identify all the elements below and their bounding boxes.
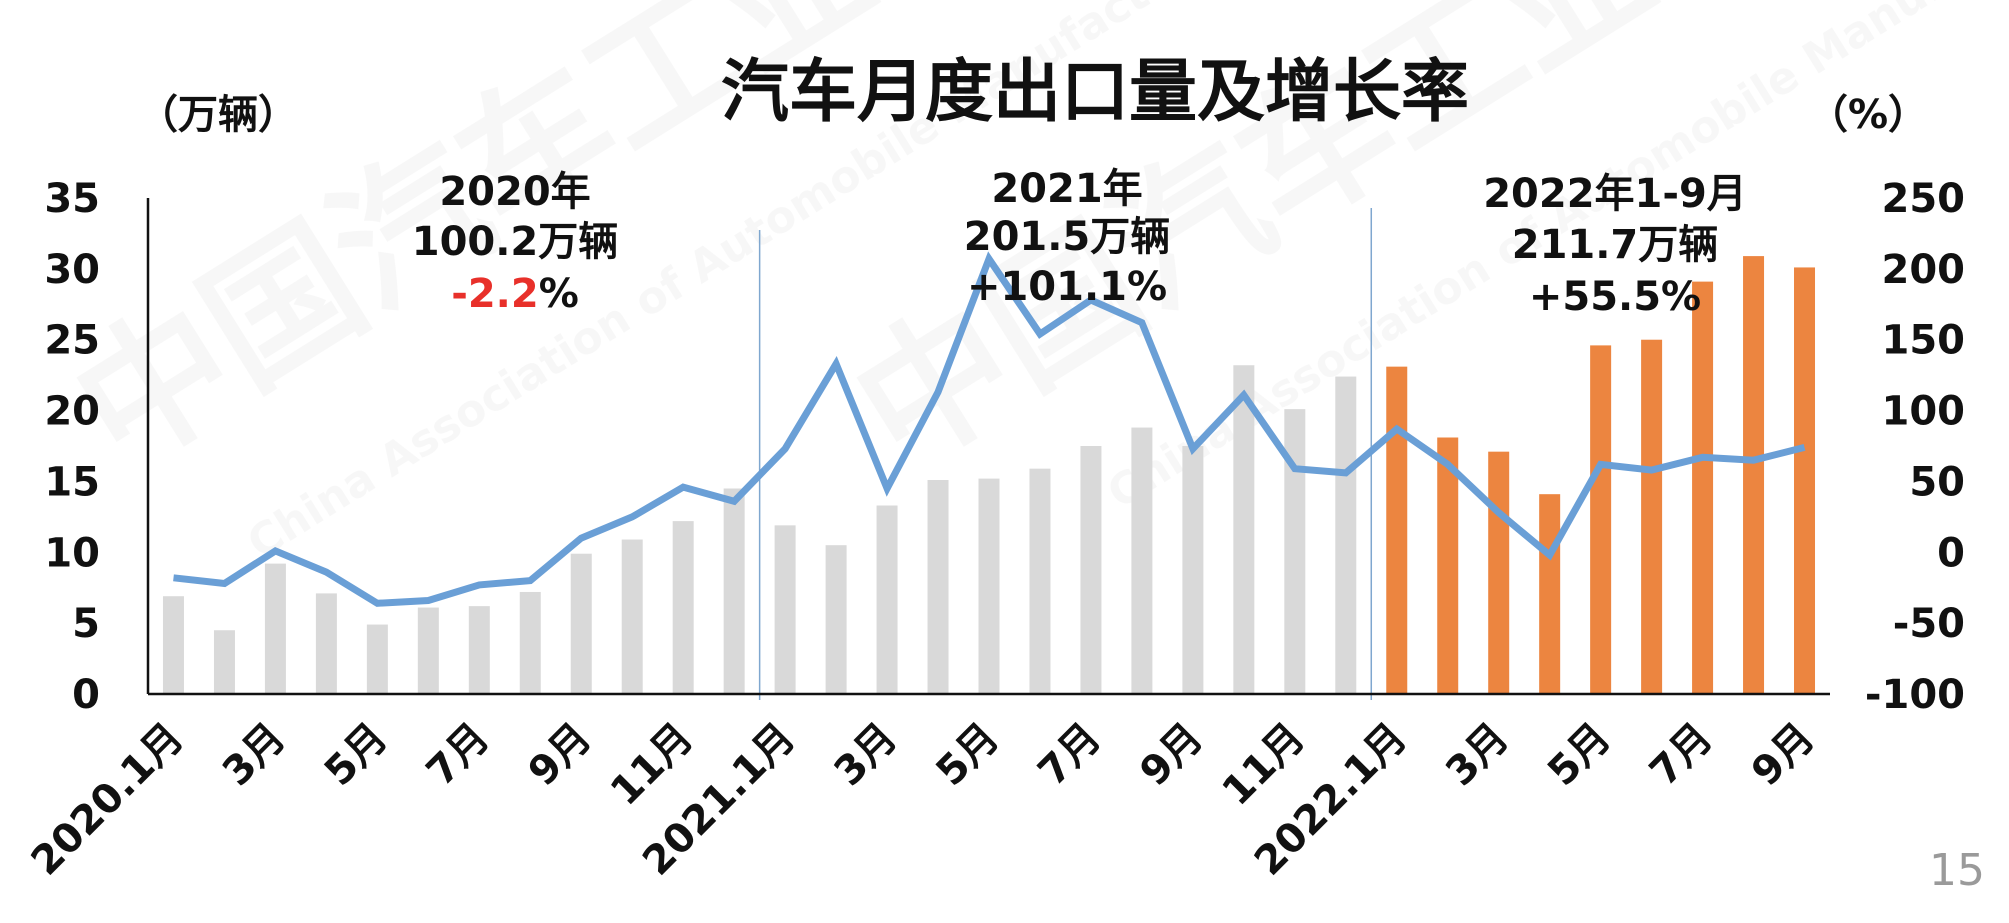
left-tick-label: 10 bbox=[44, 530, 100, 576]
bar-9 bbox=[570, 553, 592, 694]
x-tick-label: 3月 bbox=[1437, 715, 1517, 795]
annotation-2022年1-9月: 2022年1-9月 211.7万辆 +55.5% bbox=[1483, 171, 1747, 320]
x-tick-label: 2020.1月 bbox=[23, 715, 193, 885]
bar-series bbox=[162, 256, 1816, 694]
left-tick-label: 30 bbox=[44, 247, 100, 293]
bar-28 bbox=[1539, 494, 1561, 694]
x-tick-label: 7月 bbox=[1030, 715, 1110, 795]
bar-1 bbox=[162, 596, 184, 694]
annotation-year: 2020年 bbox=[439, 169, 590, 215]
bar-22 bbox=[1233, 365, 1255, 694]
right-tick-label: -100 bbox=[1865, 672, 1965, 718]
x-tick-label: 5月 bbox=[316, 715, 396, 795]
growth-line-series bbox=[173, 251, 1806, 607]
x-tick-label: 3月 bbox=[214, 715, 294, 795]
bar-18 bbox=[1029, 468, 1051, 694]
x-tick-label: 5月 bbox=[1539, 715, 1619, 795]
bar-29 bbox=[1590, 345, 1612, 694]
bar-5 bbox=[366, 624, 388, 694]
bar-8 bbox=[519, 591, 541, 694]
bar-6 bbox=[417, 607, 439, 694]
bar-11 bbox=[672, 521, 694, 694]
annotation-growth: -2.2% bbox=[451, 271, 579, 317]
bar-25 bbox=[1386, 366, 1408, 694]
bar-24 bbox=[1335, 376, 1357, 694]
x-tick-label: 9月 bbox=[520, 715, 600, 795]
bar-33 bbox=[1794, 267, 1816, 694]
bar-12 bbox=[723, 488, 745, 694]
x-tick-label: 5月 bbox=[928, 715, 1008, 795]
right-tick-label: 100 bbox=[1882, 389, 1966, 435]
bar-14 bbox=[825, 545, 847, 694]
growth-rate-line bbox=[173, 251, 1806, 607]
left-tick-label: 5 bbox=[72, 601, 100, 647]
chart-title: 汽车月度出口量及增长率 bbox=[721, 53, 1469, 132]
right-axis-unit: （%） bbox=[1808, 92, 1928, 138]
bar-32 bbox=[1743, 256, 1765, 694]
x-tick-label: 7月 bbox=[418, 715, 498, 795]
bar-26 bbox=[1437, 437, 1459, 694]
x-tick-label: 3月 bbox=[826, 715, 906, 795]
bar-10 bbox=[621, 539, 643, 694]
annotation-year: 2021年 bbox=[991, 166, 1142, 212]
bar-23 bbox=[1284, 409, 1306, 694]
left-tick-label: 0 bbox=[72, 672, 100, 718]
bar-15 bbox=[876, 505, 898, 694]
annotation-volume: 100.2万辆 bbox=[412, 219, 619, 265]
right-tick-label: 200 bbox=[1882, 247, 1966, 293]
bar-31 bbox=[1692, 281, 1714, 694]
right-tick-label: 50 bbox=[1909, 459, 1965, 505]
left-tick-label: 15 bbox=[44, 459, 100, 505]
bar-20 bbox=[1131, 427, 1153, 694]
left-tick-label: 35 bbox=[44, 176, 100, 222]
right-tick-label: 0 bbox=[1937, 530, 1965, 576]
bar-2 bbox=[213, 630, 235, 694]
x-tick-label: 9月 bbox=[1743, 715, 1823, 795]
annotation-growth: +101.1% bbox=[967, 264, 1167, 310]
left-tick-label: 25 bbox=[44, 318, 100, 364]
left-axis-ticks: 0 5 10 15 20 25 30 35 bbox=[44, 176, 100, 718]
bar-13 bbox=[774, 525, 796, 694]
x-tick-label: 9月 bbox=[1131, 715, 1211, 795]
right-axis-ticks: -100 -50 0 50 100 150 200 250 bbox=[1865, 176, 1965, 718]
bar-4 bbox=[315, 593, 337, 694]
bar-21 bbox=[1182, 446, 1204, 694]
annotation-year: 2022年1-9月 bbox=[1483, 171, 1747, 217]
page-number: 15 bbox=[1929, 845, 1985, 896]
bar-7 bbox=[468, 606, 490, 694]
left-axis-unit: （万辆） bbox=[138, 92, 298, 138]
right-tick-label: 150 bbox=[1882, 318, 1966, 364]
bar-17 bbox=[978, 478, 1000, 694]
bar-19 bbox=[1080, 446, 1102, 694]
annotation-volume: 201.5万辆 bbox=[964, 214, 1171, 260]
x-tick-label: 7月 bbox=[1641, 715, 1721, 795]
right-tick-label: 250 bbox=[1882, 176, 1966, 222]
bar-30 bbox=[1641, 339, 1663, 694]
left-tick-label: 20 bbox=[44, 389, 100, 435]
bar-16 bbox=[927, 480, 949, 694]
right-tick-label: -50 bbox=[1893, 601, 1965, 647]
bar-27 bbox=[1488, 451, 1510, 694]
bar-3 bbox=[264, 563, 286, 694]
annotation-growth: +55.5% bbox=[1529, 274, 1701, 320]
annotation-volume: 211.7万辆 bbox=[1512, 222, 1719, 268]
axes bbox=[146, 198, 1830, 696]
